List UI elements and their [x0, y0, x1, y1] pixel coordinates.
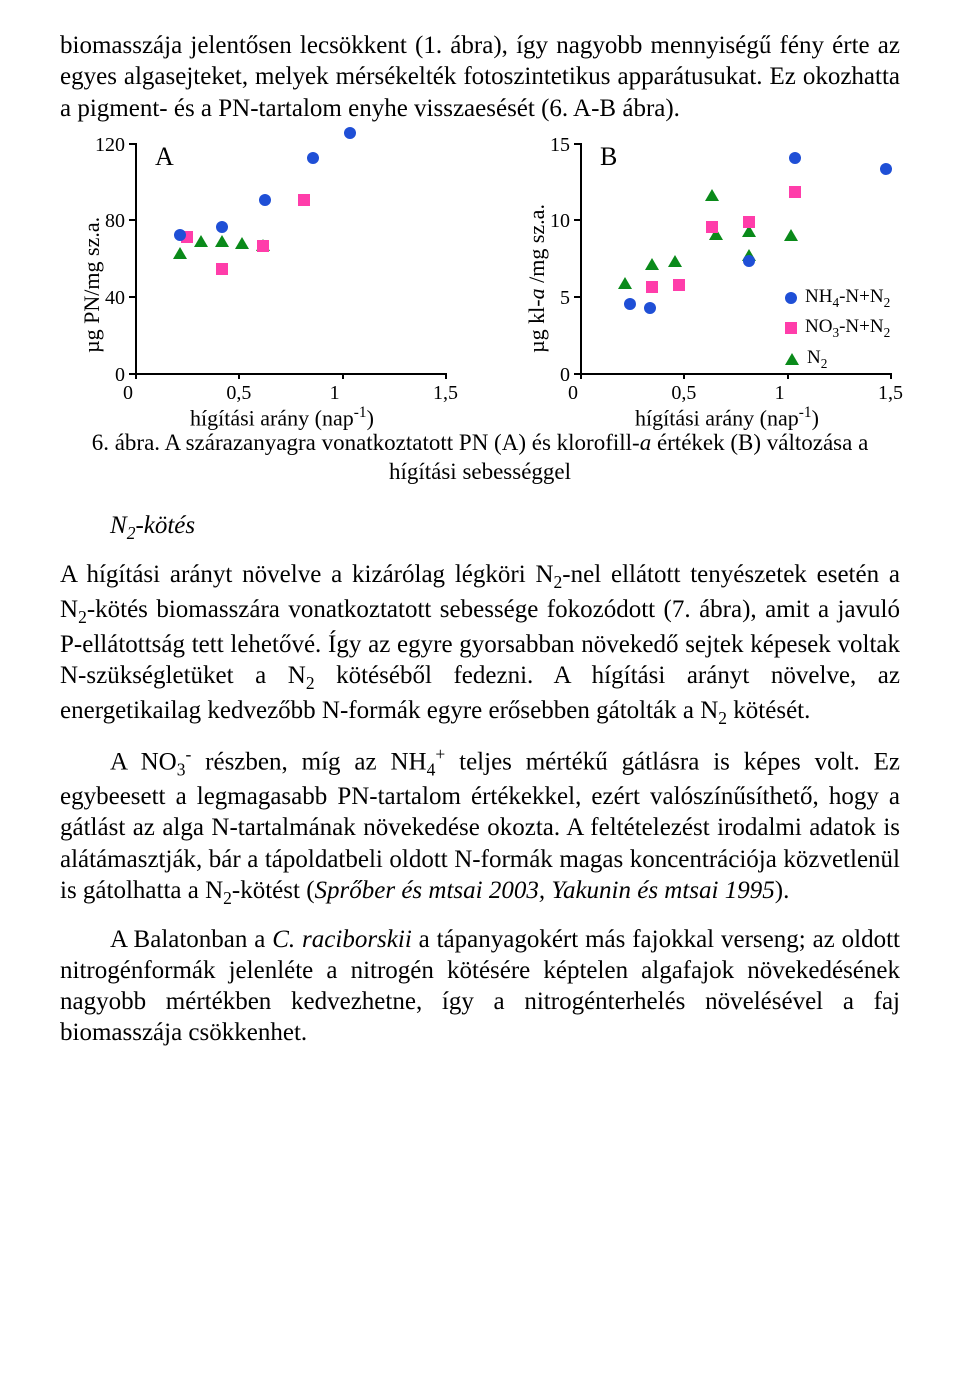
- data-point-n2: [194, 232, 208, 247]
- x-tick-label: 1,5: [878, 381, 903, 406]
- body-paragraph-2: A NO3- részben, míg az NH4+ teljes mérté…: [60, 744, 900, 910]
- data-point-no3: [257, 240, 269, 252]
- data-point-nh4: [644, 302, 656, 314]
- body-paragraph-1: A hígítási arányt növelve a kizárólag lé…: [60, 559, 900, 730]
- y-tick-label: 40: [105, 286, 125, 311]
- data-point-nh4: [743, 255, 755, 267]
- data-point-no3: [673, 279, 685, 291]
- data-point-n2: [235, 234, 249, 249]
- panel-letter: A: [155, 141, 174, 174]
- data-point-no3: [216, 263, 228, 275]
- data-point-no3: [789, 186, 801, 198]
- data-point-no3: [706, 221, 718, 233]
- chart-a: 0408012000,511,5µg PN/mg sz.a.hígítási a…: [60, 138, 455, 423]
- y-tick-label: 80: [105, 209, 125, 234]
- data-point-nh4: [344, 127, 356, 139]
- data-point-no3: [743, 216, 755, 228]
- x-axis-label: hígítási arány (nap-1): [190, 403, 374, 432]
- data-point-nh4: [789, 152, 801, 164]
- data-point-no3: [298, 194, 310, 206]
- y-tick-label: 15: [550, 133, 570, 158]
- x-axis-label: hígítási arány (nap-1): [635, 403, 819, 432]
- chart-b: 05101500,511,5µg kl-a /mg sz.a.hígítási …: [505, 138, 900, 423]
- y-tick-label: 10: [550, 209, 570, 234]
- data-point-n2: [705, 186, 719, 201]
- data-point-nh4: [216, 221, 228, 233]
- data-point-nh4: [307, 152, 319, 164]
- data-point-n2: [668, 252, 682, 267]
- y-tick-label: 5: [560, 286, 570, 311]
- data-point-nh4: [880, 163, 892, 175]
- data-point-nh4: [259, 194, 271, 206]
- data-point-n2: [618, 274, 632, 289]
- figure-6-caption: 6. ábra. A szárazanyagra vonatkoztatott …: [60, 429, 900, 487]
- y-tick-label: 120: [95, 133, 125, 158]
- intro-paragraph: biomasszája jelentősen lecsökkent (1. áb…: [60, 30, 900, 124]
- legend: NH4-N+N2NO3-N+N2N2: [785, 281, 890, 376]
- x-tick-label: 0: [568, 381, 578, 406]
- y-axis-label: µg kl-a /mg sz.a.: [523, 204, 551, 353]
- panel-letter: B: [600, 141, 617, 174]
- x-tick-label: 0: [123, 381, 133, 406]
- subheading-n2kotes: N2-kötés: [60, 510, 900, 545]
- figure-6: 0408012000,511,5µg PN/mg sz.a.hígítási a…: [60, 138, 900, 423]
- data-point-n2: [784, 226, 798, 241]
- x-tick-label: 1,5: [433, 381, 458, 406]
- body-paragraph-3: A Balatonban a C. raciborskii a tápanyag…: [60, 924, 900, 1049]
- y-axis-label: µg PN/mg sz.a.: [78, 217, 106, 353]
- data-point-no3: [646, 281, 658, 293]
- data-point-n2: [215, 232, 229, 247]
- data-point-n2: [173, 244, 187, 259]
- data-point-nh4: [624, 298, 636, 310]
- data-point-n2: [645, 255, 659, 270]
